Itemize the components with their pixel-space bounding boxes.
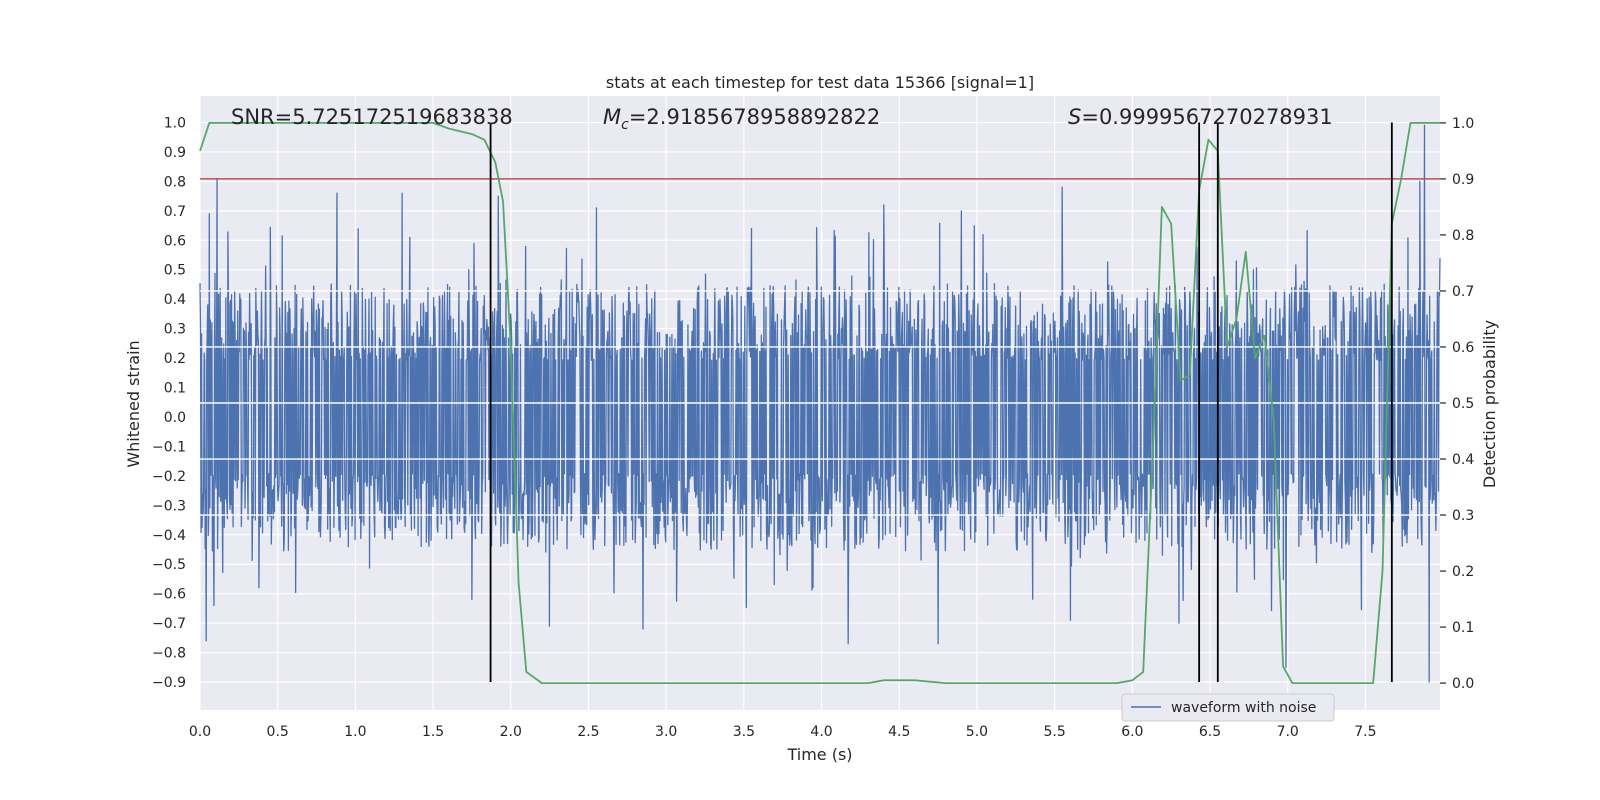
x-tick-label: 3.5 bbox=[733, 724, 755, 740]
x-tick-label: 2.0 bbox=[500, 724, 522, 740]
y-tick-label: 0.5 bbox=[164, 263, 186, 279]
x-tick-label: 1.5 bbox=[422, 724, 444, 740]
chart-title: stats at each timestep for test data 153… bbox=[606, 73, 1034, 92]
y-tick-label: 0.4 bbox=[164, 292, 186, 308]
y2-tick-label: 0.9 bbox=[1452, 172, 1474, 188]
y2-tick-label: 0.0 bbox=[1452, 676, 1474, 692]
y-tick-label: 0.9 bbox=[164, 145, 186, 161]
chirp-mass-subscript: c bbox=[621, 117, 629, 133]
legend-label: waveform with noise bbox=[1171, 700, 1316, 716]
y-tick-label: −0.5 bbox=[152, 557, 186, 573]
y-tick-label: 0.3 bbox=[164, 322, 186, 338]
y-axis-label: Whitened strain bbox=[124, 340, 143, 467]
y2-tick-label: 0.8 bbox=[1452, 228, 1474, 244]
y-tick-label: −0.3 bbox=[152, 498, 186, 514]
x-tick-label: 3.0 bbox=[655, 724, 677, 740]
vertical-markers bbox=[489, 122, 1393, 683]
x-tick-label: 2.5 bbox=[577, 724, 599, 740]
y-tick-label: −0.7 bbox=[152, 616, 186, 632]
x-tick-label: 6.0 bbox=[1121, 724, 1143, 740]
y-tick-label: −0.1 bbox=[152, 439, 186, 455]
chirp-mass-value: =2.9185678958892822 bbox=[629, 105, 880, 129]
x-tick-label: 7.0 bbox=[1277, 724, 1299, 740]
x-tick-label: 1.0 bbox=[344, 724, 366, 740]
waveform-series bbox=[199, 124, 1441, 683]
y-tick-label: 0.6 bbox=[164, 233, 186, 249]
y-tick-labels: −0.9 −0.8 −0.7 −0.6 −0.5 −0.4 −0.3 −0.2 −0.1 0.0 0… bbox=[152, 116, 186, 692]
y2-tick-label: 0.1 bbox=[1452, 620, 1474, 636]
x-tick-label: 0.5 bbox=[267, 724, 289, 740]
y-tick-label: −0.8 bbox=[152, 646, 186, 662]
snr-annotation: SNR=5.725172519683838 bbox=[231, 105, 513, 129]
x-tick-label: 4.5 bbox=[888, 724, 910, 740]
y-tick-label: −0.9 bbox=[152, 675, 186, 691]
x-tick-label: 5.0 bbox=[966, 724, 988, 740]
y-tick-label: −0.6 bbox=[152, 587, 186, 603]
y-tick-label: 0.0 bbox=[164, 410, 186, 426]
legend-box bbox=[1121, 693, 1335, 722]
legend: waveform with noise bbox=[1121, 693, 1335, 722]
y2-tick-label: 1.0 bbox=[1452, 116, 1474, 132]
y2-tick-label: 0.4 bbox=[1452, 452, 1474, 468]
x-tick-label: 4.0 bbox=[810, 724, 832, 740]
x-tick-label: 5.5 bbox=[1044, 724, 1066, 740]
y2-axis-label: Detection probability bbox=[1480, 320, 1499, 488]
y-tick-label: −0.2 bbox=[152, 469, 186, 485]
score-symbol: S bbox=[1068, 105, 1081, 129]
x-tick-labels: 0.0 0.5 1.0 1.5 2.0 2.5 3.0 3.5 4.0 4.5 5.0 5.5 6.0 6… bbox=[189, 724, 1377, 740]
chirp-mass-symbol: M bbox=[603, 105, 621, 129]
detection-probability-line bbox=[199, 121, 1440, 685]
y2-tick-labels: 0.0 0.1 0.2 0.3 0.4 0.5 0.6 0.7 0.8 0.9 1.0 bbox=[1440, 116, 1474, 692]
detection-probability-layer bbox=[199, 121, 1440, 685]
y-tick-label: 0.8 bbox=[164, 174, 186, 190]
y2-tick-label: 0.3 bbox=[1452, 508, 1474, 524]
y-tick-label: 1.0 bbox=[164, 116, 186, 132]
x-axis-label: Time (s) bbox=[786, 745, 852, 764]
y2-tick-label: 0.5 bbox=[1452, 396, 1474, 412]
chirp-mass-annotation: Mc=2.9185678958892822 bbox=[603, 105, 880, 133]
y2-tick-label: 0.2 bbox=[1452, 564, 1474, 580]
x-tick-label: 0.0 bbox=[189, 724, 211, 740]
y-tick-label: 0.7 bbox=[164, 204, 186, 220]
waveform-line bbox=[199, 124, 1441, 683]
x-tick-label: 6.5 bbox=[1199, 724, 1221, 740]
y2-tick-label: 0.7 bbox=[1452, 284, 1474, 300]
y-tick-label: 0.2 bbox=[164, 351, 186, 367]
score-value: =0.9999567270278931 bbox=[1081, 105, 1332, 129]
y-tick-label: −0.4 bbox=[152, 528, 186, 544]
y2-tick-label: 0.6 bbox=[1452, 340, 1474, 356]
y-tick-label: 0.1 bbox=[164, 381, 186, 397]
score-annotation: S=0.9999567270278931 bbox=[1068, 105, 1333, 129]
x-tick-label: 7.5 bbox=[1354, 724, 1376, 740]
